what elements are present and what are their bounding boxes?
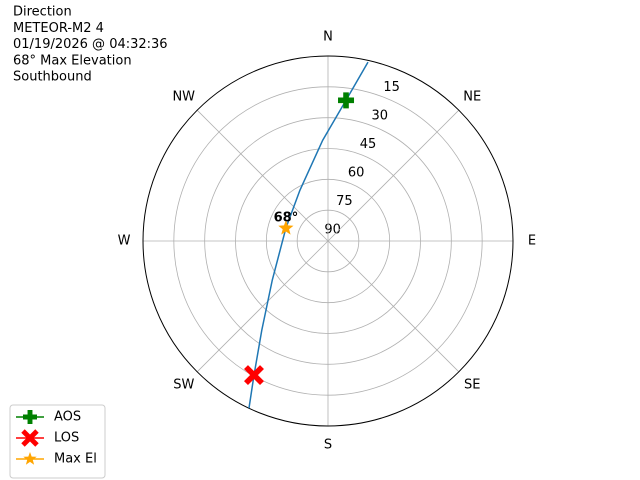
marker xyxy=(244,365,264,386)
marker xyxy=(338,92,355,109)
polar-frame xyxy=(142,55,514,427)
title-line: 01/19/2026 @ 04:32:36 xyxy=(13,37,168,52)
annotation: 68° xyxy=(274,211,299,226)
legend-label: LOS xyxy=(54,431,79,446)
theta-tick-label: SE xyxy=(464,378,480,393)
legend-label: Max El xyxy=(54,452,97,467)
marker xyxy=(278,220,294,235)
r-tick-label: 45 xyxy=(360,137,377,152)
r-tick-label: 75 xyxy=(336,194,353,209)
legend-marker xyxy=(23,452,37,465)
theta-tick-label: N xyxy=(323,30,333,45)
legend-label: AOS xyxy=(54,410,81,425)
grid-spoke xyxy=(196,109,329,242)
r-tick-label: 90 xyxy=(324,222,341,237)
title-line: METEOR-M2 4 xyxy=(13,21,104,36)
r-tick-label: 30 xyxy=(372,108,389,123)
title-line: 68° Max Elevation xyxy=(13,53,132,68)
grid-spoke xyxy=(327,109,460,242)
title-line: Direction xyxy=(13,5,72,20)
grid-spoke xyxy=(327,240,460,373)
theta-tick-label: NE xyxy=(463,89,481,104)
grid-spoke xyxy=(196,240,329,373)
theta-tick-label: S xyxy=(324,438,332,453)
theta-tick-label: W xyxy=(118,234,131,249)
theta-tick-label: SW xyxy=(173,378,194,393)
r-tick-label: 15 xyxy=(383,80,400,95)
legend-marker xyxy=(21,429,39,447)
r-tick-label: 60 xyxy=(348,165,365,180)
legend-marker xyxy=(23,410,37,424)
title-line: Southbound xyxy=(13,70,92,85)
theta-tick-label: E xyxy=(528,234,536,249)
theta-tick-label: NW xyxy=(172,89,195,104)
